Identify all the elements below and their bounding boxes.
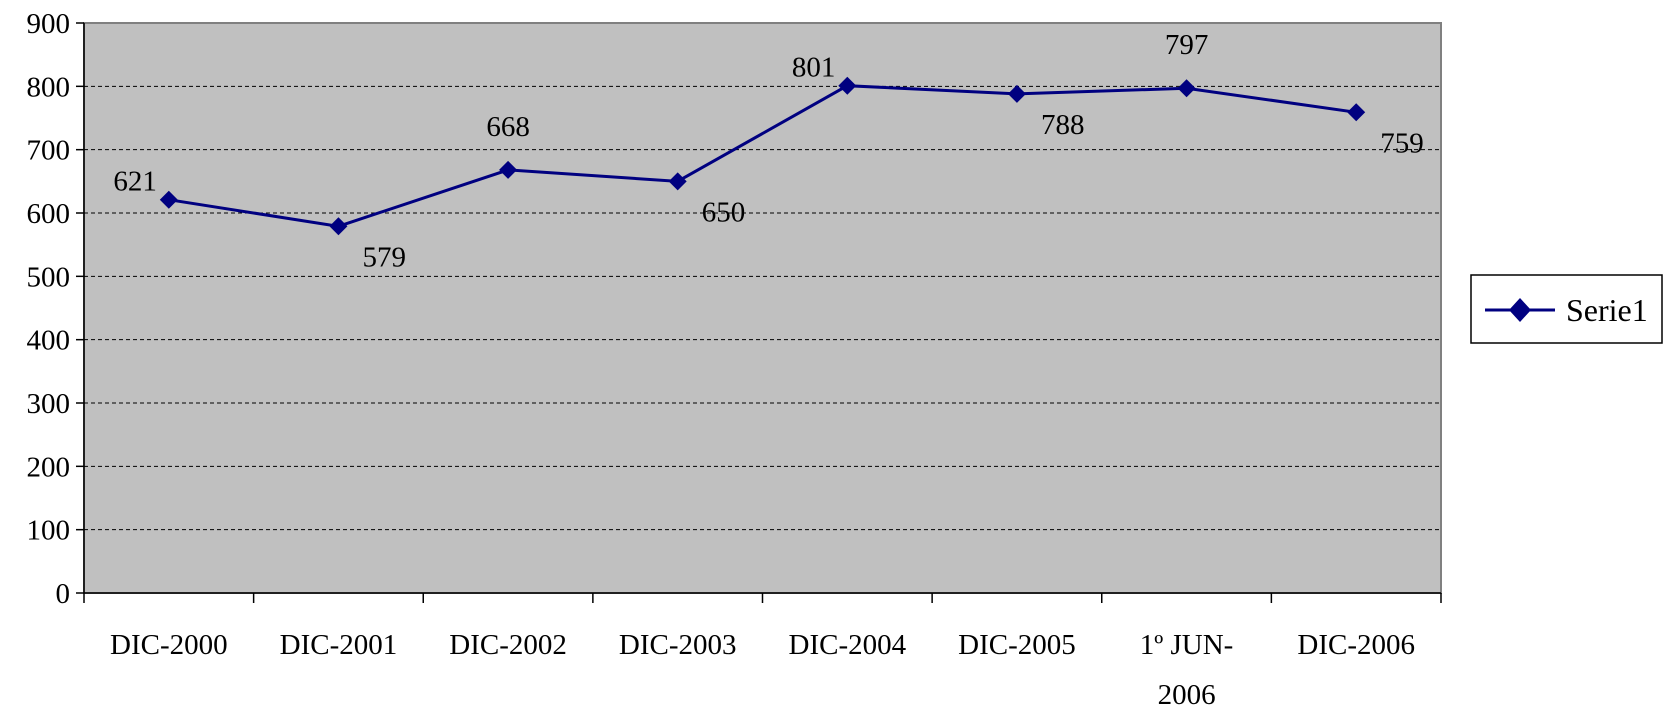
- y-tick-label: 700: [27, 135, 71, 167]
- plot-area: [83, 22, 1442, 594]
- series-line: [168, 84, 1357, 228]
- data-point: [838, 76, 857, 95]
- data-label: 797: [1165, 29, 1209, 61]
- gridlines: [84, 85, 1441, 531]
- data-point: [1347, 103, 1366, 122]
- data-point: [668, 172, 687, 191]
- x-tick-label: DIC-2003: [619, 629, 737, 661]
- data-labels: 621 579 668 650 801 788 797 759: [113, 29, 1423, 273]
- y-tick-label: 800: [27, 71, 71, 103]
- legend-label: Serie1: [1566, 292, 1648, 328]
- y-tick-label: 200: [27, 451, 71, 483]
- x-tick-label-line: DIC-2003: [619, 629, 737, 661]
- x-tick-label: 1º JUN- 2006: [1140, 629, 1234, 707]
- x-tick-label: DIC-2000: [110, 629, 228, 661]
- data-point: [329, 217, 348, 236]
- data-label: 759: [1380, 127, 1424, 159]
- data-point: [159, 190, 178, 209]
- x-tick-label: DIC-2004: [789, 629, 907, 661]
- y-tick-label: 500: [27, 261, 71, 293]
- x-tick-label: DIC-2001: [280, 629, 398, 661]
- series-group: [159, 76, 1366, 236]
- data-label: 801: [792, 52, 836, 84]
- data-label: 668: [486, 111, 530, 143]
- x-tick-label-line: DIC-2006: [1297, 629, 1415, 661]
- y-tick-label: 0: [56, 578, 71, 610]
- y-tick-label: 600: [27, 198, 71, 230]
- data-point: [1177, 79, 1196, 98]
- data-label: 788: [1041, 109, 1085, 141]
- x-tick-label-line: 2006: [1158, 679, 1216, 707]
- legend: Serie1: [1470, 274, 1663, 344]
- x-tick-label-line: DIC-2001: [280, 629, 398, 661]
- y-tick-label: 900: [27, 8, 71, 40]
- legend-marker: [1509, 298, 1531, 322]
- y-axis-ticks: 0 100 200 300 400 500 600 700 800 900: [27, 8, 84, 610]
- x-tick-label-line: DIC-2002: [449, 629, 567, 661]
- x-tick-label-line: DIC-2000: [110, 629, 228, 661]
- x-tick-label-line: 1º JUN-: [1140, 629, 1234, 661]
- x-tick-label: DIC-2005: [958, 629, 1076, 661]
- x-tick-label: DIC-2006: [1297, 629, 1415, 661]
- data-label: 579: [362, 241, 406, 273]
- data-point: [1007, 84, 1026, 103]
- data-label: 621: [113, 166, 157, 198]
- data-label: 650: [702, 196, 746, 228]
- x-tick-label-line: DIC-2005: [958, 629, 1076, 661]
- data-point: [499, 160, 518, 179]
- y-tick-label: 100: [27, 515, 71, 547]
- x-tick-label-line: DIC-2004: [789, 629, 907, 661]
- y-tick-label: 400: [27, 325, 71, 357]
- x-axis-ticks: DIC-2000 DIC-2001 DIC-2002 DIC-2003 DIC-2004…: [83, 593, 1442, 707]
- x-tick-label: DIC-2002: [449, 629, 567, 661]
- y-tick-label: 300: [27, 388, 71, 420]
